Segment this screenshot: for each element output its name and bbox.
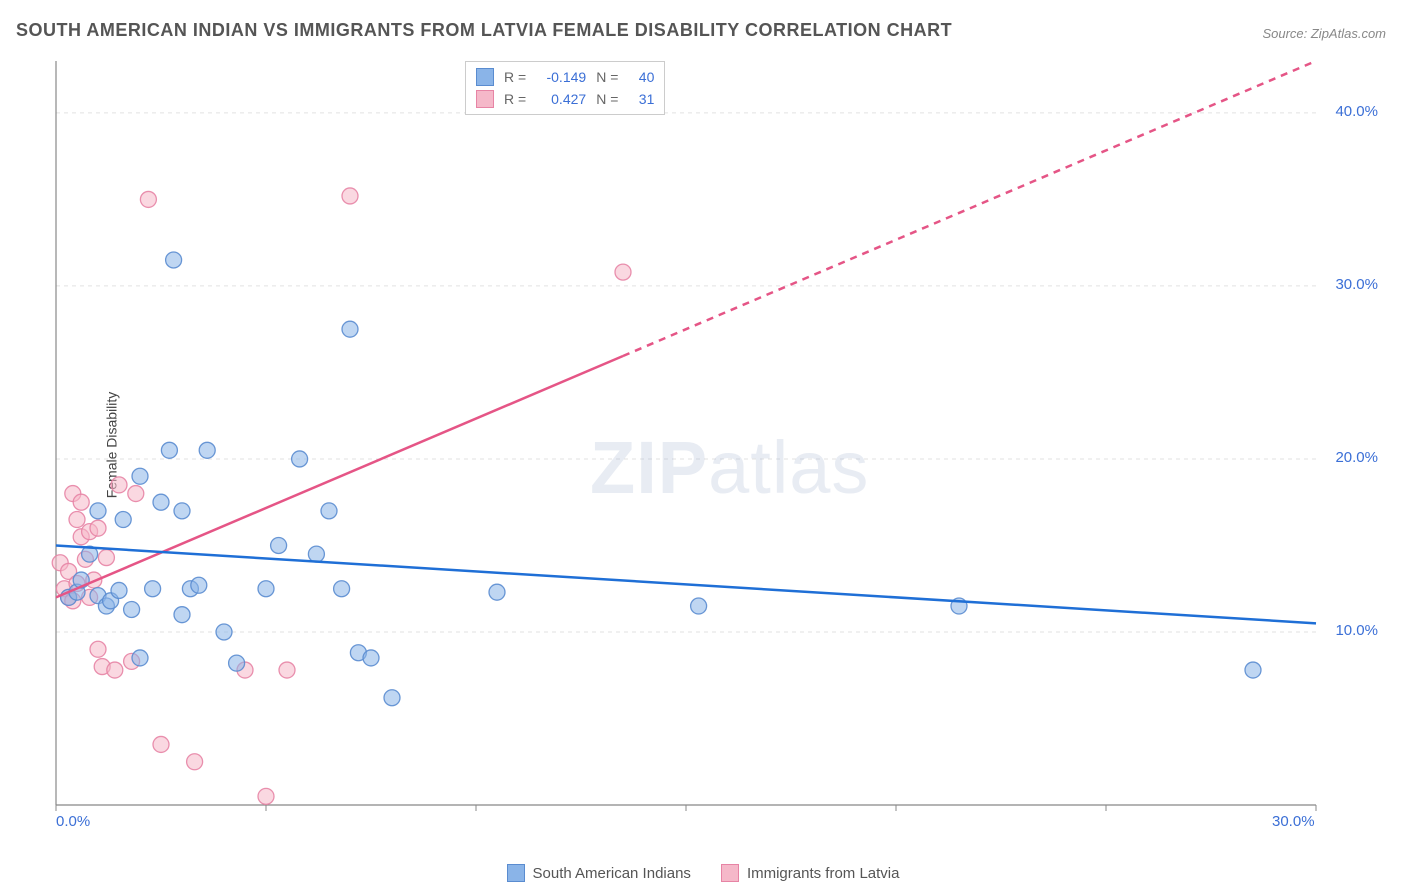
n-label: N =: [596, 69, 618, 85]
r-label: R =: [504, 69, 526, 85]
y-tick-label: 20.0%: [1335, 449, 1378, 466]
n-value-blue: 40: [624, 69, 654, 85]
x-tick-label: 30.0%: [1272, 813, 1315, 830]
correlation-legend: R = -0.149 N = 40 R = 0.427 N = 31: [465, 61, 665, 115]
n-value-pink: 31: [624, 91, 654, 107]
series-legend: South American Indians Immigrants from L…: [0, 864, 1406, 882]
legend-row-pink: R = 0.427 N = 31: [476, 88, 654, 110]
r-label-2: R =: [504, 91, 526, 107]
legend-swatch-blue: [507, 864, 525, 882]
legend-label-blue: South American Indians: [533, 865, 691, 882]
y-tick-label: 30.0%: [1335, 276, 1378, 293]
legend-item-blue: South American Indians: [507, 864, 691, 882]
r-value-blue: -0.149: [532, 69, 586, 85]
scatter-chart: [50, 55, 1386, 835]
r-value-pink: 0.427: [532, 91, 586, 107]
legend-swatch-pink: [721, 864, 739, 882]
source-label: Source: ZipAtlas.com: [1262, 26, 1386, 41]
legend-row-blue: R = -0.149 N = 40: [476, 66, 654, 88]
n-label-2: N =: [596, 91, 618, 107]
legend-item-pink: Immigrants from Latvia: [721, 864, 900, 882]
y-tick-label: 40.0%: [1335, 103, 1378, 120]
chart-title: SOUTH AMERICAN INDIAN VS IMMIGRANTS FROM…: [16, 20, 952, 41]
swatch-pink: [476, 90, 494, 108]
x-tick-label: 0.0%: [56, 813, 90, 830]
plot-area: Female Disability ZIPatlas R = -0.149 N …: [50, 55, 1386, 835]
legend-label-pink: Immigrants from Latvia: [747, 865, 900, 882]
swatch-blue: [476, 68, 494, 86]
y-tick-label: 10.0%: [1335, 622, 1378, 639]
